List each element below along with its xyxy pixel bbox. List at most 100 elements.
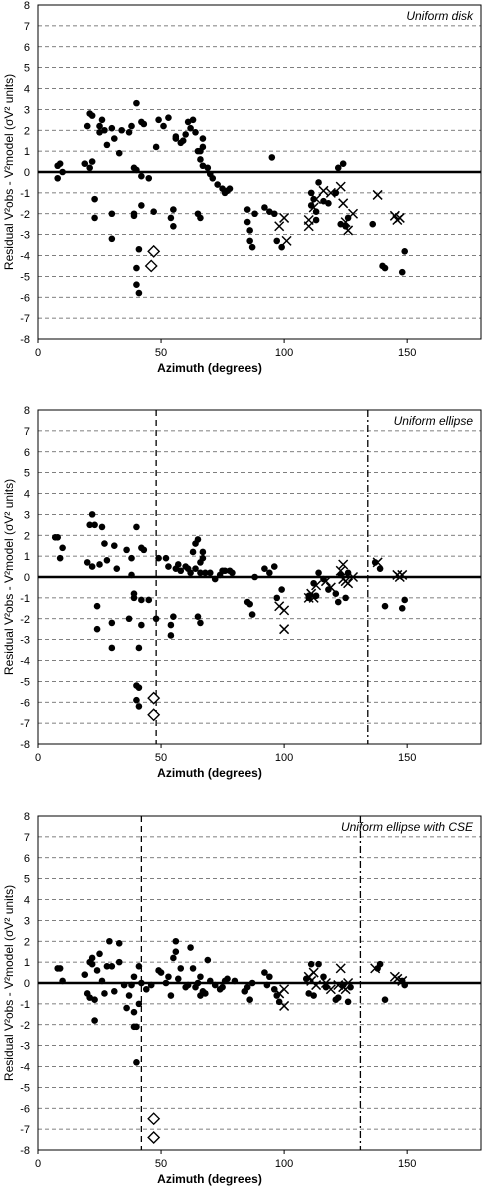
data-point-circle — [211, 981, 219, 989]
y-tick-label: 5 — [24, 63, 30, 75]
data-point-circle — [83, 559, 91, 566]
y-tick-label: -8 — [20, 739, 30, 751]
data-point-circle — [251, 210, 258, 218]
data-point-circle — [273, 237, 281, 245]
y-tick-label: -6 — [20, 292, 30, 304]
data-point-circle — [261, 204, 268, 211]
data-point-cross — [320, 977, 331, 989]
data-point-cross — [347, 571, 359, 583]
data-point-circle — [170, 222, 177, 230]
data-point-circle — [174, 561, 182, 568]
data-point-circle — [120, 981, 128, 989]
data-point-circle — [206, 977, 214, 985]
data-point-circle — [147, 981, 155, 989]
y-tick-label: 5 — [24, 468, 30, 480]
data-point-circle — [189, 116, 197, 124]
data-point-circle — [381, 602, 389, 610]
data-point-circle — [231, 977, 239, 985]
data-point-circle — [93, 967, 101, 974]
data-point-circle — [133, 1023, 140, 1031]
data-point-circle — [332, 189, 340, 197]
data-point-cross — [308, 967, 319, 978]
data-point-circle — [103, 557, 111, 564]
y-tick-label: 5 — [24, 874, 30, 886]
data-point-diamond — [147, 1112, 161, 1126]
data-point-circle — [138, 202, 145, 209]
data-point-circle — [204, 164, 212, 172]
data-point-circle — [261, 565, 268, 572]
y-tick-label: 0 — [24, 167, 30, 179]
y-tick-label: -1 — [20, 593, 30, 605]
data-point-circle — [172, 135, 180, 142]
data-point-circle — [91, 195, 98, 203]
y-tick-label: -3 — [20, 1041, 30, 1053]
data-point-cross — [311, 980, 322, 991]
y-tick-label: -7 — [20, 1124, 30, 1136]
data-point-cross — [335, 181, 346, 192]
x-tick-label: 100 — [275, 347, 293, 359]
data-point-circle — [187, 569, 194, 577]
y-tick-label: -5 — [20, 1082, 30, 1094]
data-point-circle — [165, 563, 172, 570]
data-point-circle — [160, 122, 167, 130]
y-tick-label: 7 — [24, 426, 30, 438]
data-point-circle — [56, 160, 64, 167]
data-point-circle — [312, 208, 320, 215]
x-tick-label: 150 — [398, 347, 416, 359]
y-tick-label: -7 — [20, 718, 30, 730]
data-point-circle — [266, 208, 273, 215]
data-point-circle — [135, 963, 143, 970]
data-point-circle — [135, 684, 143, 691]
data-point-circle — [192, 129, 199, 136]
x-tick-label: 0 — [35, 1158, 41, 1170]
data-point-circle — [98, 523, 106, 531]
data-point-circle — [133, 166, 140, 174]
data-point-circle — [320, 197, 327, 205]
data-point-circle — [138, 596, 145, 604]
data-point-circle — [125, 992, 133, 999]
data-point-cross — [397, 975, 408, 986]
data-point-circle — [197, 569, 204, 577]
data-point-circle — [214, 181, 221, 188]
data-point-cross — [343, 977, 354, 989]
data-point-circle — [248, 611, 256, 618]
data-point-circle — [177, 965, 185, 972]
data-point-circle — [202, 990, 209, 997]
data-point-cross — [279, 984, 290, 995]
data-point-circle — [108, 644, 116, 652]
data-point-circle — [174, 975, 182, 983]
data-point-circle — [88, 158, 96, 165]
data-point-circle — [123, 546, 130, 554]
x-axis-label: Azimuth (degrees) — [157, 1172, 262, 1186]
data-point-circle — [224, 975, 231, 983]
data-point-circle — [130, 1008, 138, 1016]
data-point-circle — [88, 112, 96, 119]
data-point-circle — [152, 615, 160, 623]
y-tick-label: -8 — [20, 334, 30, 346]
chart-title: Uniform ellipse with CSE — [341, 820, 474, 834]
data-point-circle — [177, 567, 185, 575]
x-tick-label: 0 — [35, 752, 41, 764]
data-point-circle — [398, 605, 406, 612]
data-point-circle — [369, 220, 377, 228]
data-point-circle — [81, 971, 89, 978]
y-tick-label: -7 — [20, 313, 30, 325]
data-point-circle — [199, 162, 207, 170]
y-tick-label: 1 — [24, 957, 30, 969]
x-tick-label: 0 — [35, 347, 41, 359]
data-point-circle — [342, 594, 349, 602]
data-point-circle — [54, 174, 61, 182]
data-point-circle — [398, 268, 406, 276]
data-point-circle — [165, 114, 172, 122]
y-tick-label: 6 — [24, 42, 30, 54]
data-point-circle — [110, 988, 118, 995]
y-tick-label: 2 — [24, 936, 30, 948]
chart-title: Uniform ellipse — [394, 414, 474, 428]
data-point-circle — [96, 561, 103, 568]
data-point-circle — [115, 940, 123, 947]
data-point-circle — [251, 573, 258, 581]
data-point-circle — [339, 160, 347, 167]
data-point-cross — [311, 194, 322, 205]
data-point-circle — [172, 937, 180, 945]
data-point-circle — [108, 235, 116, 243]
